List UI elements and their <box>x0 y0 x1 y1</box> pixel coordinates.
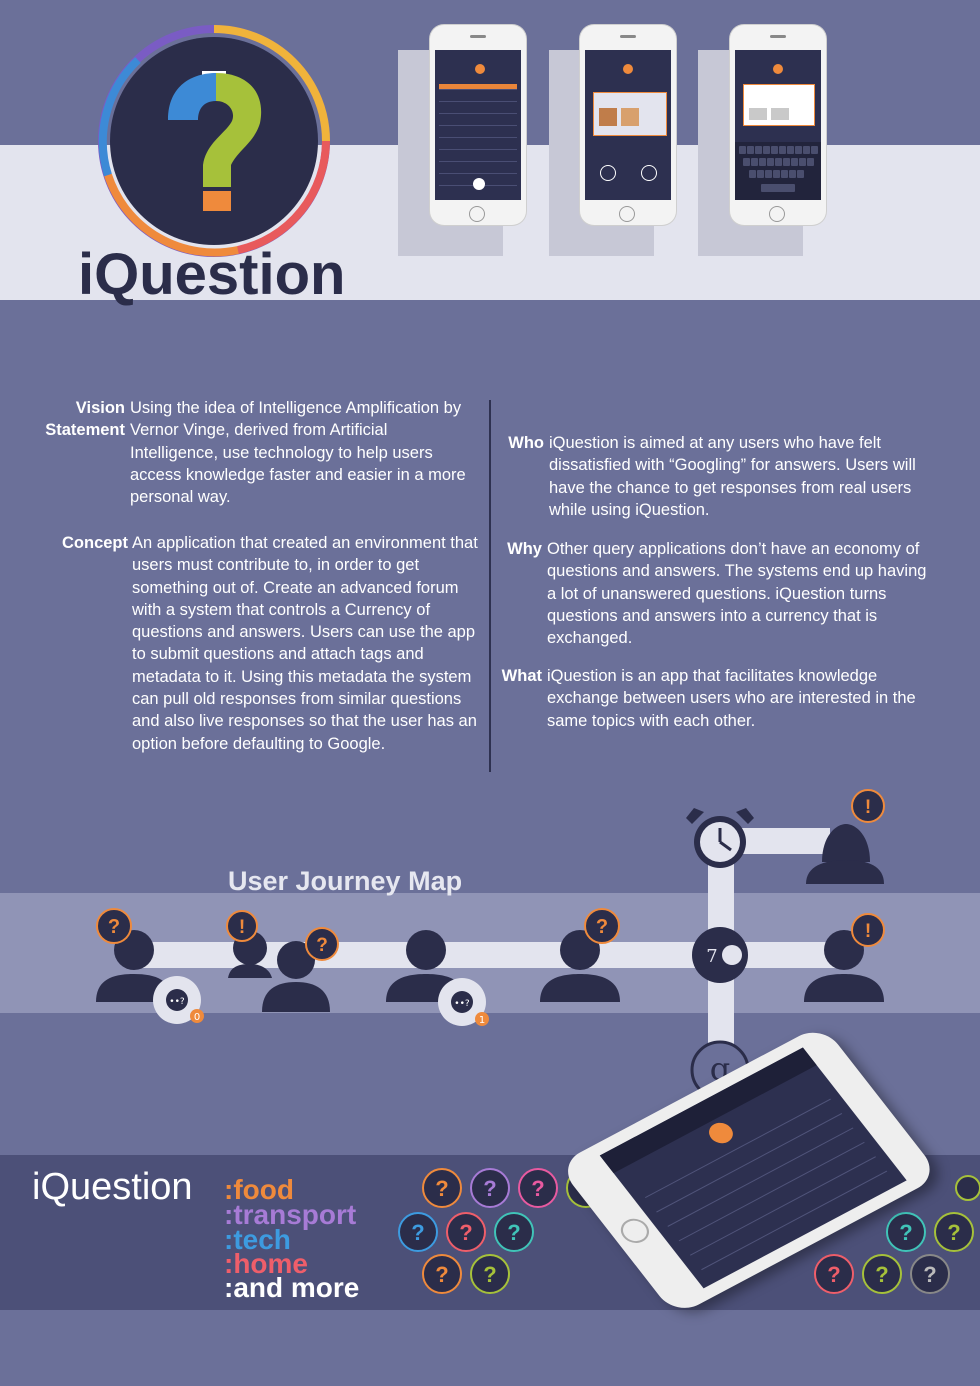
svg-text:?: ? <box>108 916 120 938</box>
person-4-icon <box>386 930 466 1002</box>
svg-text:!: ! <box>239 917 245 938</box>
phone-3 <box>730 25 826 225</box>
q-icon-13: ? <box>862 1254 902 1294</box>
app-logo-icon <box>98 25 330 257</box>
tag-tech: :tech <box>224 1224 291 1255</box>
person-3-icon: ? <box>262 927 339 1012</box>
svg-text:?: ? <box>596 916 608 938</box>
tag-transport: :transport <box>224 1199 357 1230</box>
person-5-icon: ? <box>540 908 620 1002</box>
svg-text:?: ? <box>483 1176 496 1201</box>
svg-text:••?: ••? <box>454 999 470 1009</box>
q-icon-1: ? <box>422 1168 462 1208</box>
hub-icon: 7 <box>692 927 748 983</box>
svg-text:?: ? <box>459 1220 472 1245</box>
person-2-icon: ! <box>226 910 272 978</box>
svg-text:?: ? <box>435 1262 448 1287</box>
svg-text:••?: ••? <box>169 997 185 1007</box>
q-icon-7: ? <box>494 1212 534 1252</box>
svg-text:?: ? <box>483 1262 496 1287</box>
vision-text: Using the idea of Intelligence Amplifica… <box>130 399 466 507</box>
tag-home: :home <box>224 1248 308 1279</box>
app-title: iQuestion <box>78 242 346 307</box>
phone-1 <box>430 25 526 225</box>
svg-text:?: ? <box>947 1220 960 1245</box>
chat-bubble-icon-1: ••? 0 <box>153 976 204 1024</box>
svg-text:?: ? <box>507 1220 520 1245</box>
person-6-icon: ! <box>806 789 885 884</box>
tag-and-more: :and more <box>224 1272 360 1303</box>
q-icon-14: ? <box>910 1254 950 1294</box>
q-icon-3: ? <box>518 1168 558 1208</box>
svg-text:!: ! <box>865 797 871 818</box>
svg-text:?: ? <box>827 1262 840 1287</box>
svg-text:?: ? <box>899 1220 912 1245</box>
tagline-main: iQuestion <box>32 1166 193 1208</box>
journey-map: ? ••? 0 ! ? ••? 1 ? <box>96 789 885 1100</box>
svg-text:!: ! <box>865 921 871 942</box>
phone-2 <box>580 25 676 225</box>
svg-text:?: ? <box>531 1176 544 1201</box>
journey-title: User Journey Map <box>228 866 463 896</box>
vision-label: Vision Statement <box>45 399 125 439</box>
q-icon-12: ? <box>814 1254 854 1294</box>
person-7-icon: ! <box>804 913 885 1002</box>
column-divider <box>489 400 491 772</box>
why-label: Why <box>507 540 542 558</box>
phone-2-screen <box>585 50 671 200</box>
chat-bubble-icon-2: ••? 1 <box>438 978 489 1026</box>
svg-text:?: ? <box>316 935 328 956</box>
q-icon-5: ? <box>398 1212 438 1252</box>
svg-text:1: 1 <box>479 1015 485 1026</box>
q-icon-2: ? <box>470 1168 510 1208</box>
alarm-clock-icon <box>686 808 754 868</box>
q-icon-9: ? <box>470 1254 510 1294</box>
svg-text:?: ? <box>875 1262 888 1287</box>
phone-3-screen <box>735 50 821 200</box>
svg-text:0: 0 <box>194 1012 200 1023</box>
svg-text:7: 7 <box>706 946 717 967</box>
svg-text:?: ? <box>411 1220 424 1245</box>
person-1-icon: ? <box>96 908 172 1002</box>
q-icon-15 <box>955 1175 980 1201</box>
what-text: iQuestion is an app that facilitates kno… <box>547 667 916 730</box>
q-icon-8: ? <box>422 1254 462 1294</box>
concept-text: An application that created an environme… <box>132 534 478 753</box>
phone-1-screen <box>435 50 521 200</box>
who-text: iQuestion is aimed at any users who have… <box>549 434 916 519</box>
concept-label: Concept <box>62 534 128 552</box>
svg-text:?: ? <box>923 1262 936 1287</box>
why-text: Other query applications don’t have an e… <box>547 540 927 648</box>
who-label: Who <box>508 434 544 452</box>
what-label: What <box>501 667 542 685</box>
q-icon-10: ? <box>886 1212 926 1252</box>
q-icon-11: ? <box>934 1212 974 1252</box>
svg-text:?: ? <box>435 1176 448 1201</box>
q-icon-6: ? <box>446 1212 486 1252</box>
tag-food: :food <box>224 1174 294 1205</box>
